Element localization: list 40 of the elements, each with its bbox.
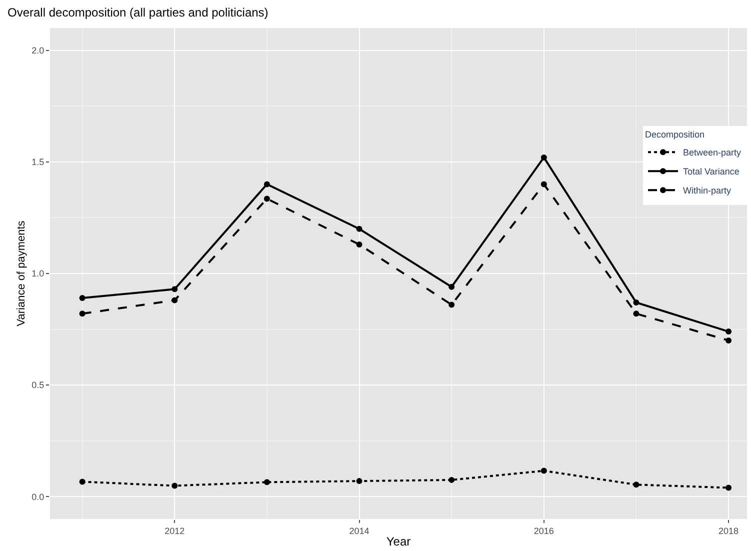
- point: [79, 310, 86, 317]
- point: [264, 196, 270, 202]
- point: [79, 295, 86, 302]
- legend-label: Total Variance: [683, 166, 740, 177]
- point: [633, 482, 640, 488]
- legend-label: Within-party: [683, 186, 732, 196]
- point: [448, 476, 455, 483]
- point: [264, 181, 270, 188]
- y-tick-label: 2.0: [32, 45, 44, 56]
- point: [726, 328, 732, 335]
- point: [448, 284, 455, 290]
- x-axis-title: Year: [386, 534, 411, 549]
- point: [356, 241, 362, 248]
- y-tick-label: 0.5: [32, 380, 44, 390]
- point: [726, 337, 732, 344]
- point: [540, 154, 547, 160]
- chart-title: Overall decomposition (all parties and politicians): [8, 6, 268, 20]
- point: [633, 300, 640, 306]
- x-tick-label: 2018: [718, 526, 739, 536]
- point: [448, 302, 455, 308]
- point: [172, 482, 178, 489]
- point: [172, 297, 178, 304]
- point: [172, 286, 178, 292]
- point: [726, 484, 732, 491]
- point: [356, 478, 362, 484]
- x-tick-label: 2016: [534, 526, 554, 536]
- point: [540, 468, 547, 474]
- y-tick-label: 1.5: [32, 157, 44, 168]
- x-tick-label: 2014: [349, 526, 370, 536]
- y-tick-label: 1.0: [32, 268, 44, 279]
- y-axis-title: Variance of payments: [15, 220, 28, 326]
- legend-title: Decomposition: [645, 130, 705, 140]
- point: [264, 479, 270, 486]
- point: [79, 478, 86, 485]
- x-tick-label: 2012: [164, 526, 185, 536]
- point: [633, 310, 640, 317]
- y-tick-label: 0.0: [32, 492, 44, 502]
- point: [356, 226, 362, 232]
- legend-label: Between-party: [683, 148, 742, 158]
- point: [540, 181, 547, 188]
